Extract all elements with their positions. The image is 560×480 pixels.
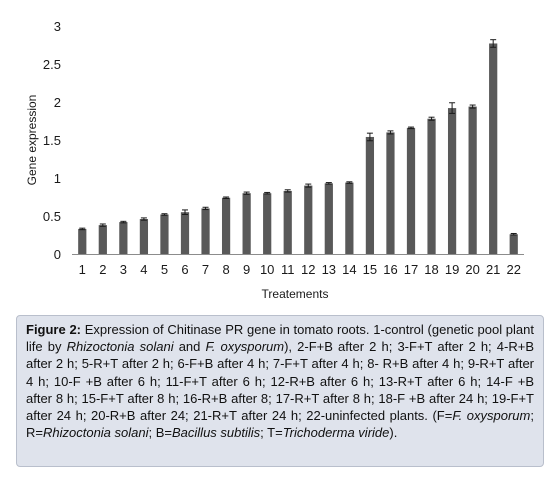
bar — [119, 222, 128, 254]
bar — [406, 127, 416, 254]
caption-segment: ; R= — [26, 408, 534, 441]
y-tick-label: 3 — [54, 19, 61, 34]
bar — [98, 225, 107, 254]
x-tick-label: 13 — [322, 262, 336, 277]
bar — [489, 43, 498, 255]
caption-species-name: F. oxysporum — [205, 339, 285, 355]
bar — [160, 214, 169, 254]
bar — [365, 136, 375, 254]
x-tick-label: 5 — [161, 262, 168, 277]
x-tick-label: 12 — [301, 262, 315, 277]
caption-segment: ; T= — [260, 425, 283, 441]
bar — [242, 193, 251, 254]
x-tick-label: 8 — [222, 262, 229, 277]
bar — [324, 183, 333, 254]
x-tick-label: 16 — [383, 262, 397, 277]
x-tick-label: 19 — [445, 262, 459, 277]
bar — [386, 132, 395, 254]
caption-segment: ). — [389, 425, 398, 441]
x-tick-label: 1 — [79, 262, 86, 277]
x-tick-label: 2 — [99, 262, 106, 277]
bar-chart: 00.511.522.53 1 2 3 4 5 6 7 8 9 10 11 12 13 14 15 16 17 1… — [25, 19, 524, 301]
caption-segment: Expression of Chitinase PR gene in tomat… — [26, 322, 534, 355]
x-tick-label: 7 — [202, 262, 209, 277]
chart-panel: 0 0.5 1 1.5 2 2.5 3 1 2 3 4 5 6 7 8 9 10 11 12 13 14 15 16 17 1… — [25, 19, 524, 301]
bar — [283, 190, 292, 254]
caption-segment: ), 2-F+B after 2 h; 3-F+T after 2 h; 4-R… — [26, 339, 534, 424]
y-tick-label: 1.5 — [43, 133, 61, 148]
x-tick-label: 17 — [404, 262, 418, 277]
x-tick-label: 18 — [424, 262, 438, 277]
caption-species-name: F. oxysporum — [452, 408, 531, 424]
x-axis: 1 2 3 4 5 6 7 8 9 10 11 12 13 14 15 16 17 18 19 20 21 22 — [72, 254, 524, 277]
bar — [263, 193, 272, 254]
bar — [468, 106, 477, 254]
y-axis: 0 0.5 1 1.5 2 2.5 3 — [43, 19, 61, 262]
bar — [447, 108, 457, 254]
x-tick-label: 21 — [486, 262, 500, 277]
bar — [345, 182, 354, 254]
x-tick-label: 15 — [363, 262, 377, 277]
x-tick-label: 10 — [260, 262, 274, 277]
caption-species-name: Rhizoctonia solani — [66, 339, 174, 355]
bar — [180, 212, 190, 254]
y-axis-title: Gene expression — [25, 95, 39, 186]
bar — [78, 228, 87, 254]
caption-text: Expression of Chitinase PR gene in tomat… — [26, 322, 534, 440]
bar — [139, 219, 149, 254]
y-tick-label: 2 — [54, 95, 61, 110]
caption-segment: ; B= — [148, 425, 173, 441]
caption-species-name: Trichoderma viride — [282, 425, 390, 441]
bar — [201, 208, 210, 254]
figure-label: Figure 2: — [26, 322, 82, 337]
caption-species-name: Bacillus subtilis — [172, 425, 261, 441]
bars — [78, 39, 518, 255]
x-tick-label: 11 — [281, 262, 295, 277]
caption-species-name: Rhizoctonia solani — [42, 425, 149, 441]
figure-caption: Figure 2: Expression of Chitinase PR gen… — [16, 315, 544, 467]
x-tick-label: 6 — [181, 262, 188, 277]
bar — [221, 197, 231, 254]
x-tick-label: 3 — [120, 262, 127, 277]
bar — [509, 234, 518, 254]
y-tick-label: 0.5 — [43, 209, 61, 224]
caption-segment: and — [173, 339, 206, 355]
y-tick-label: 2.5 — [43, 57, 61, 72]
x-tick-label: 20 — [465, 262, 479, 277]
y-tick-label: 0 — [54, 247, 61, 262]
y-tick-label: 1 — [54, 171, 61, 186]
bar — [304, 185, 313, 254]
x-tick-label: 4 — [140, 262, 147, 277]
x-tick-label: 22 — [506, 262, 520, 277]
x-axis-title: Treatements — [262, 287, 329, 301]
x-tick-label: 9 — [243, 262, 250, 277]
x-tick-label: 14 — [342, 262, 356, 277]
bar — [427, 118, 436, 254]
